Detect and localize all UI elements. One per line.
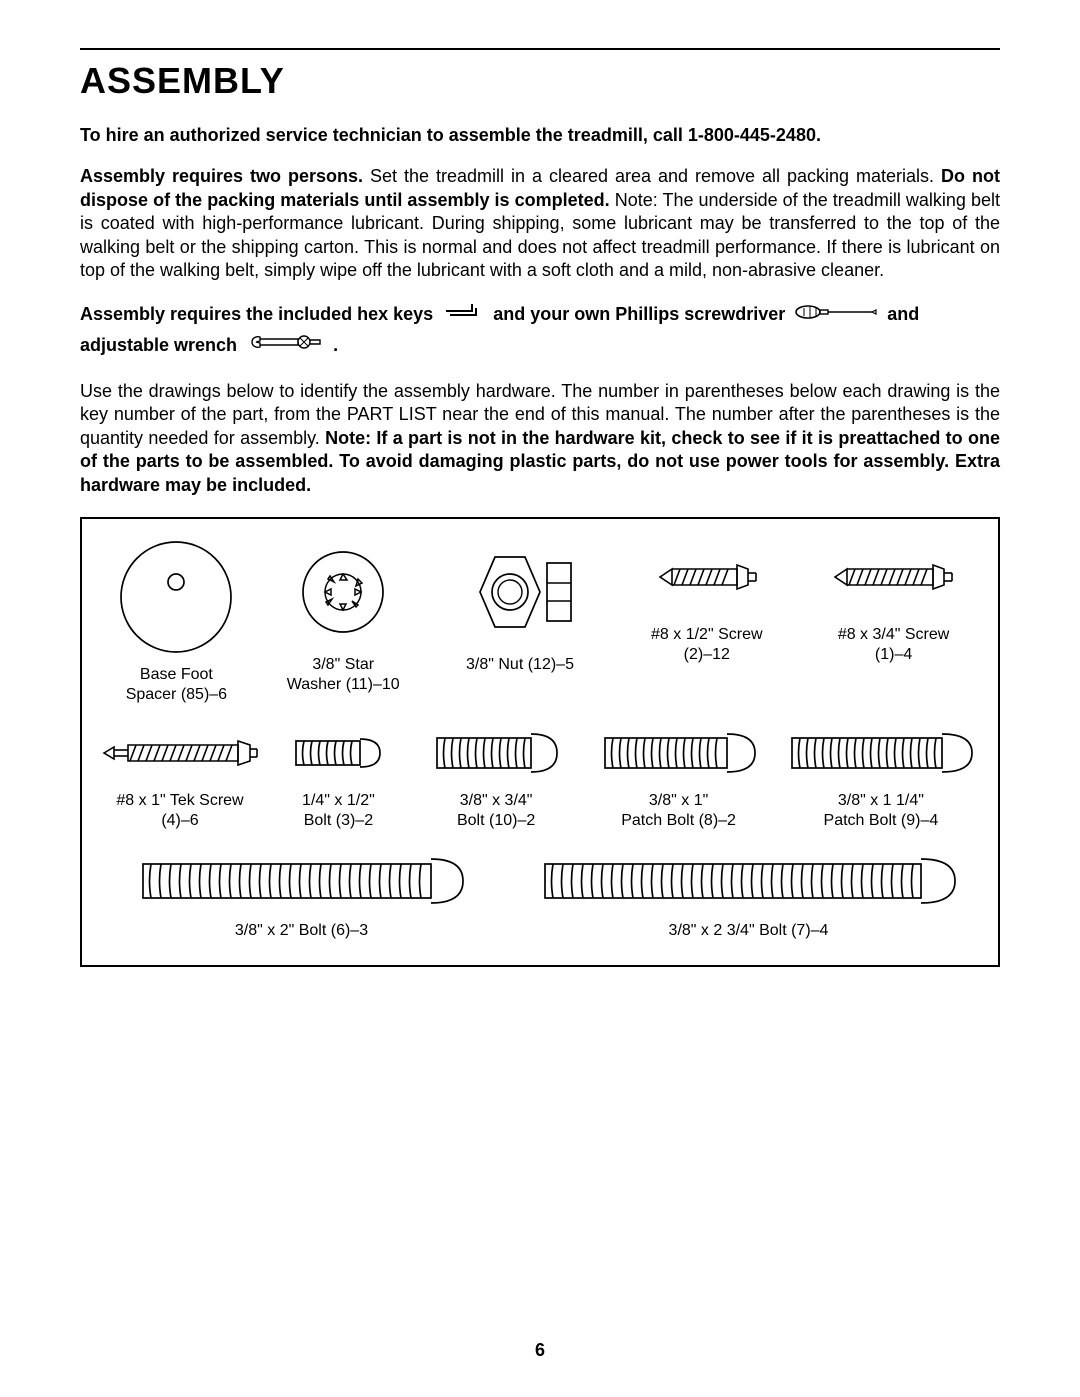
bolt-2-3-4-icon <box>539 854 959 908</box>
hw-screw-three-quarter: #8 x 3/4" Screw (1)–4 <box>809 537 979 665</box>
hw-tek-screw: #8 x 1" Tek Screw (4)–6 <box>100 723 260 831</box>
hw-label: Patch Bolt (8)–2 <box>621 811 736 831</box>
hw-base-foot-spacer: Base Foot Spacer (85)–6 <box>101 537 251 705</box>
short-screw-icon <box>652 557 762 597</box>
tools-end: . <box>328 335 338 355</box>
screw-icon <box>829 557 959 597</box>
tek-screw-icon <box>100 733 260 773</box>
hw-label: Bolt (10)–2 <box>457 811 535 831</box>
tools-text-b: and your own Phillips screwdriver <box>493 305 785 325</box>
wrench-icon <box>246 331 324 362</box>
hw-label: Patch Bolt (9)–4 <box>824 811 939 831</box>
hw-label: Spacer (85)–6 <box>126 685 227 705</box>
p2-mid: Set the treadmill in a cleared area and … <box>363 166 941 186</box>
hw-label: 3/8" x 1 1/4" <box>838 791 924 811</box>
hw-label: 3/8" Star <box>312 655 374 675</box>
hw-label: (1)–4 <box>875 645 912 665</box>
hw-label: #8 x 1/2" Screw <box>651 625 763 645</box>
hw-label: (2)–12 <box>684 645 730 665</box>
hw-label: 3/8" x 2 3/4" Bolt (7)–4 <box>669 921 829 941</box>
tools-required-line: Assembly requires the included hex keys … <box>80 300 1000 362</box>
hardware-row-3: 3/8" x 2" Bolt (6)–3 3/8" x 2 3/4" Bolt … <box>100 849 980 941</box>
tools-text-a: Assembly requires the included hex keys <box>80 305 433 325</box>
hw-bolt-2-3-4: 3/8" x 2 3/4" Bolt (7)–4 <box>519 849 979 941</box>
hw-label: (4)–6 <box>161 811 198 831</box>
hw-patch-bolt-1-1-4: 3/8" x 1 1/4" Patch Bolt (9)–4 <box>782 723 980 831</box>
hw-nut: 3/8" Nut (12)–5 <box>435 537 605 675</box>
hw-bolt-three-quarter: 3/8" x 3/4" Bolt (10)–2 <box>417 723 576 831</box>
hardware-row-1: Base Foot Spacer (85)–6 <box>100 537 980 705</box>
hw-label: 3/8" x 2" Bolt (6)–3 <box>235 921 368 941</box>
hw-label: Bolt (3)–2 <box>304 811 373 831</box>
hardware-id-paragraph: Use the drawings below to identify the a… <box>80 380 1000 497</box>
bolt-1-1-4-icon <box>786 728 976 778</box>
spacer-icon <box>116 537 236 657</box>
assembly-two-persons-paragraph: Assembly requires two persons. Set the t… <box>80 165 1000 282</box>
bold-lead: Assembly requires two persons. <box>80 166 363 186</box>
hardware-identification-box: Base Foot Spacer (85)–6 <box>80 517 1000 967</box>
hw-patch-bolt-1in: 3/8" x 1" Patch Bolt (8)–2 <box>589 723 767 831</box>
hw-label: 1/4" x 1/2" <box>302 791 375 811</box>
hw-bolt-2in: 3/8" x 2" Bolt (6)–3 <box>102 849 502 941</box>
hw-star-washer: 3/8" Star Washer (11)–10 <box>268 537 418 695</box>
star-washer-icon <box>300 549 386 635</box>
hw-label: Washer (11)–10 <box>287 675 400 695</box>
page: ASSEMBLY To hire an authorized service t… <box>0 0 1080 1397</box>
hw-label: Base Foot <box>140 665 213 685</box>
hw-label: #8 x 3/4" Screw <box>838 625 950 645</box>
hw-label: 3/8" Nut (12)–5 <box>466 655 574 675</box>
top-rule <box>80 48 1000 50</box>
nut-icon <box>455 547 585 637</box>
hire-technician-line: To hire an authorized service technician… <box>80 124 1000 147</box>
hardware-row-2: #8 x 1" Tek Screw (4)–6 1/4" x 1/2" Bolt… <box>100 723 980 831</box>
screwdriver-icon <box>794 301 878 330</box>
hw-bolt-quarter: 1/4" x 1/2" Bolt (3)–2 <box>274 723 403 831</box>
page-number: 6 <box>0 1340 1080 1361</box>
bolt-1in-icon <box>599 728 759 778</box>
hw-label: #8 x 1" Tek Screw <box>116 791 243 811</box>
small-bolt-icon <box>288 731 388 775</box>
bolt-icon <box>431 728 561 778</box>
bolt-2in-icon <box>137 854 467 908</box>
hex-key-icon <box>442 300 484 331</box>
hw-screw-half-inch: #8 x 1/2" Screw (2)–12 <box>622 537 792 665</box>
page-title: ASSEMBLY <box>80 60 1000 102</box>
hw-label: 3/8" x 3/4" <box>460 791 533 811</box>
hw-label: 3/8" x 1" <box>649 791 708 811</box>
